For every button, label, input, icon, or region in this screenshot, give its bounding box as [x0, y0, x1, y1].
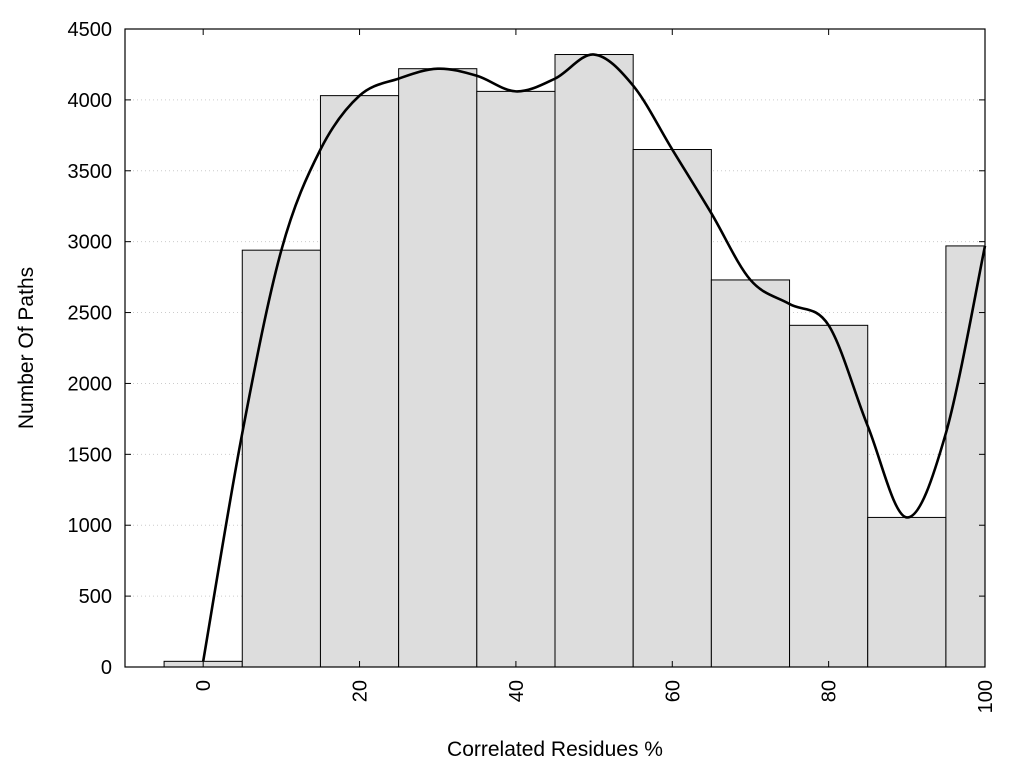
y-tick-label: 1500 [68, 444, 113, 466]
x-tick-label: 0 [193, 680, 215, 691]
bar [476, 90, 556, 668]
smoothed-curve [201, 53, 987, 662]
bar [241, 249, 321, 668]
y-tick-label: 3000 [68, 232, 113, 254]
y-tick-label: 2000 [68, 373, 113, 395]
bar [554, 54, 634, 668]
x-axis-ticks: 0 20 40 60 80 100 [193, 29, 997, 713]
x-tick-label: 60 [662, 680, 684, 702]
bar [945, 245, 986, 668]
x-axis-title: Correlated Residues % [447, 738, 663, 761]
y-tick-label: 1000 [68, 515, 113, 537]
plot-frame [124, 28, 986, 668]
x-tick-label: 40 [506, 680, 528, 702]
y-tick-label: 4500 [68, 19, 113, 41]
x-tick-label: 80 [819, 680, 841, 702]
y-axis-title: Number Of Paths [15, 267, 38, 429]
y-tick-label: 500 [79, 586, 112, 608]
bar [319, 95, 400, 668]
bar [710, 279, 791, 668]
x-tick-label: 20 [350, 680, 372, 702]
y-tick-label: 3500 [68, 161, 113, 183]
y-tick-label: 0 [101, 657, 112, 679]
bar [867, 516, 947, 668]
bar [398, 68, 478, 668]
bar [789, 324, 869, 668]
bars [163, 54, 986, 668]
x-tick-label: 100 [975, 680, 997, 713]
y-tick-label: 4000 [68, 90, 113, 112]
bar [632, 149, 712, 668]
y-tick-label: 2500 [68, 303, 113, 325]
y-axis-ticks: 0 500 1000 1500 2000 2500 3000 3500 4000 4500 [68, 19, 985, 679]
